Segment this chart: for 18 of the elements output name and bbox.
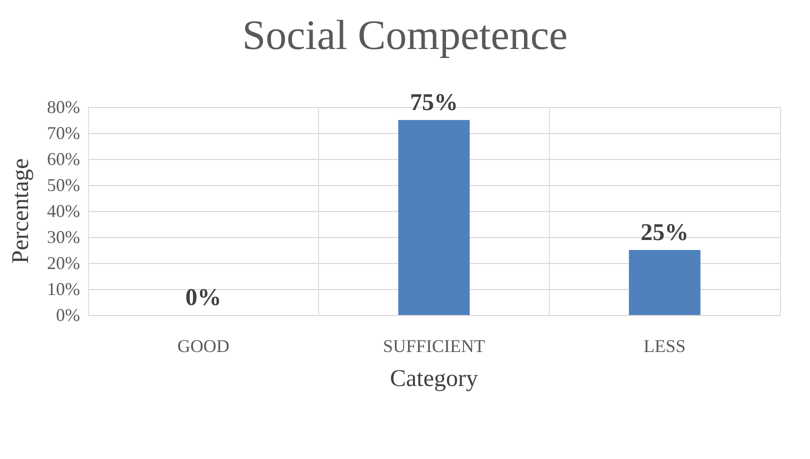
x-tick-label: GOOD: [177, 336, 230, 356]
x-tick-label: SUFFICIENT: [382, 336, 486, 356]
y-tick-label: 20%: [47, 253, 80, 273]
data-label: 0%: [185, 285, 222, 311]
y-tick-label: 40%: [47, 201, 80, 221]
y-tick-label: 10%: [47, 279, 80, 299]
x-axis-title: Category: [390, 366, 478, 392]
data-label: 25%: [640, 220, 689, 246]
y-tick-label: 30%: [47, 227, 80, 247]
y-tick-label: 50%: [47, 175, 80, 195]
y-tick-label: 80%: [47, 97, 80, 117]
x-tick-label: LESS: [644, 336, 686, 356]
y-tick-label: 0%: [56, 305, 80, 325]
chart-title: Social Competence: [242, 13, 568, 59]
y-tick-label: 60%: [47, 149, 80, 169]
data-label: 75%: [410, 90, 458, 116]
y-tick-label: 70%: [47, 123, 80, 143]
y-axis-title: Percentage: [8, 158, 34, 264]
